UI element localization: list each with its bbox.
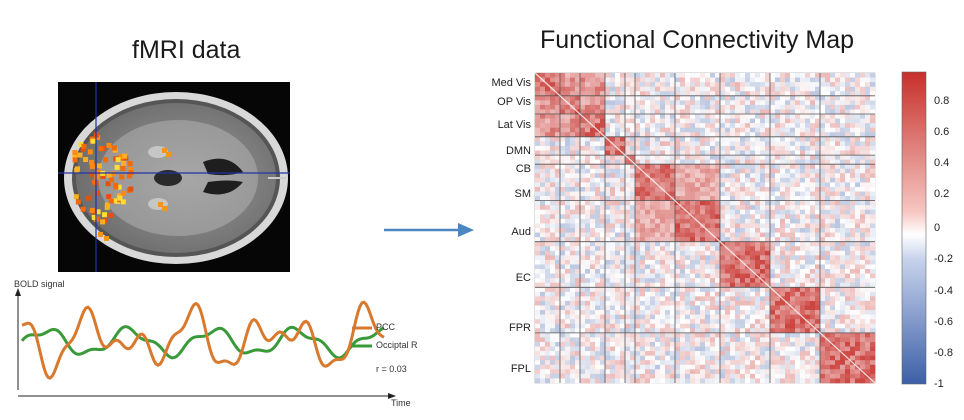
midbrain — [154, 170, 182, 186]
series-line-occipital — [20, 325, 385, 360]
roi-label-cb: CB — [515, 163, 531, 175]
legend-label-occipital: Occiptal R — [376, 340, 418, 350]
roi-label-op-vis: OP Vis — [497, 96, 531, 108]
colorbar-tick: -0.8 — [934, 347, 953, 359]
roi-label-lat-vis: Lat Vis — [497, 119, 531, 131]
bold-signal-plot — [15, 288, 396, 399]
colorbar-tick: 0.2 — [934, 188, 950, 200]
activation-cluster — [72, 132, 171, 241]
fmri-title: fMRI data — [132, 36, 241, 64]
ventricle-right — [203, 158, 243, 176]
colorbar — [901, 71, 927, 385]
roi-label-fpr: FPR — [509, 322, 531, 334]
colorbar-tick: -0.4 — [934, 285, 953, 297]
series-line-pcc — [21, 300, 385, 380]
colorbar-tick: -0.2 — [934, 253, 953, 265]
matrix-cells — [535, 73, 876, 384]
ventricle-left — [203, 180, 243, 195]
roi-label-sm: SM — [514, 188, 532, 200]
x-axis-label: Time — [391, 398, 411, 408]
brain-axial-slice — [58, 82, 290, 272]
colorbar-tick: -0.6 — [934, 316, 953, 328]
legend-label-pcc: PCC — [376, 322, 396, 332]
connectivity-map-title: Functional Connectivity Map — [540, 26, 855, 54]
fmri-brain-image — [58, 82, 290, 272]
colorbar-tick: 0.6 — [934, 126, 950, 138]
roi-label-aud: Aud — [511, 226, 531, 238]
colorbar-tick: 0.8 — [934, 95, 950, 107]
roi-label-med-vis: Med Vis — [491, 77, 531, 89]
correlation-text: r = 0.03 — [376, 364, 407, 374]
connectivity-matrix — [534, 72, 876, 384]
colorbar-tick: 0 — [934, 222, 941, 234]
colorbar-tick: 0.4 — [934, 157, 950, 169]
right-arrow-icon — [384, 223, 474, 237]
roi-label-ec: EC — [515, 272, 531, 284]
y-axis-label: BOLD signal — [14, 279, 65, 289]
roi-label-dmn: DMN — [505, 145, 531, 157]
network-grid — [535, 73, 875, 383]
diagonal — [534, 72, 876, 384]
colorbar-tick: -1 — [934, 378, 944, 390]
roi-label-fpl: FPL — [510, 363, 531, 375]
